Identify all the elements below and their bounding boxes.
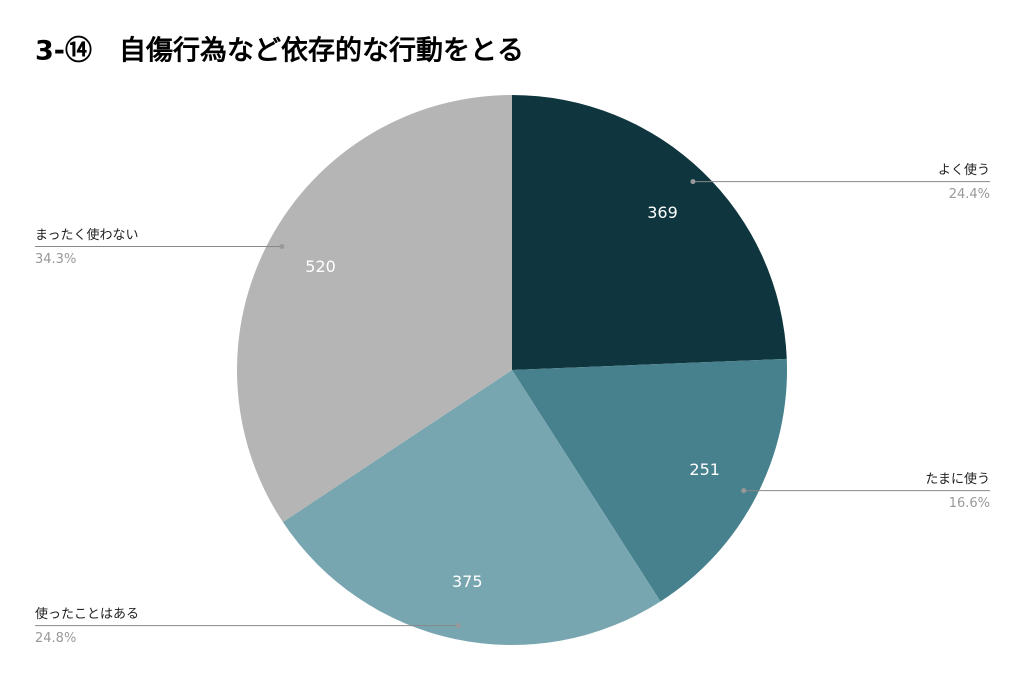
pie-slice xyxy=(236,95,512,523)
pie-slice xyxy=(512,358,788,602)
legend-label: 使ったことはある xyxy=(35,606,139,622)
chart-title: 3-⑭ 自傷行為など依存的な行動をとる xyxy=(35,35,524,67)
legend-label: たまに使う xyxy=(925,471,990,487)
percent-label: 34.3% xyxy=(35,252,76,267)
percent-label: 16.6% xyxy=(949,496,990,511)
pie-slice xyxy=(282,370,661,645)
legend-label: まったく使わない xyxy=(35,227,138,243)
slice-value-label: 375 xyxy=(452,572,483,591)
legend-label: よく使う xyxy=(938,162,990,178)
leader-dot xyxy=(279,243,285,249)
pie-slice xyxy=(512,95,787,370)
slice-value-label: 369 xyxy=(647,203,678,222)
percent-label: 24.4% xyxy=(949,187,990,202)
leader-dot xyxy=(690,179,696,185)
slice-value-label: 520 xyxy=(305,257,336,276)
leader-dot xyxy=(455,623,461,629)
slice-value-label: 251 xyxy=(689,460,720,479)
leader-dot xyxy=(741,488,747,494)
percent-label: 24.8% xyxy=(35,631,76,646)
